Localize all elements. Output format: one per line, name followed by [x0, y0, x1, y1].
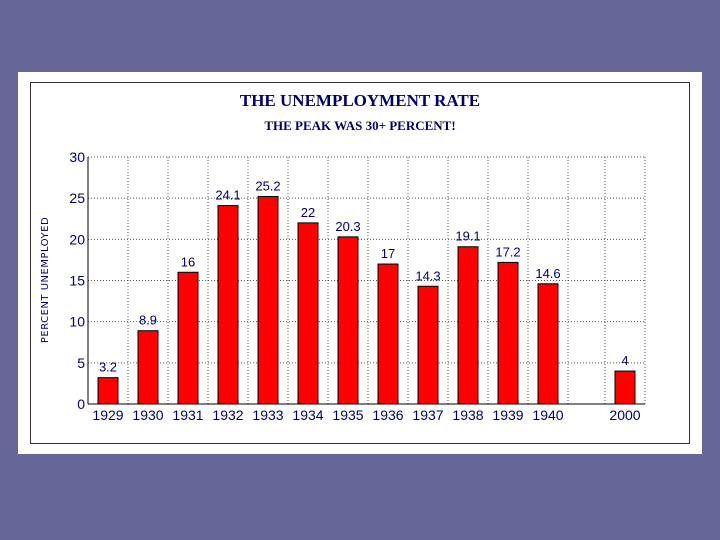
- x-tick-label: 1934: [292, 407, 323, 423]
- bar: [257, 196, 279, 405]
- y-tick-label: 30: [69, 149, 85, 165]
- bar: [537, 283, 559, 405]
- data-label: 17.2: [495, 244, 520, 259]
- bar: [217, 205, 239, 405]
- x-tick-label: 1939: [492, 407, 523, 423]
- x-tick-label: 1940: [532, 407, 563, 423]
- chart-subtitle: THE PEAK WAS 30+ PERCENT!: [264, 118, 456, 133]
- chart-title: THE UNEMPLOYMENT RATE: [239, 91, 481, 110]
- data-label: 4: [621, 353, 628, 368]
- bar: [297, 222, 319, 405]
- data-label: 25.2: [255, 179, 280, 194]
- x-tick-label: 1930: [132, 407, 163, 423]
- y-tick-label: 20: [69, 231, 85, 247]
- x-tick-label: 1929: [92, 407, 123, 423]
- x-tick-label: 1938: [452, 407, 483, 423]
- bar: [457, 246, 479, 405]
- data-label: 22: [301, 205, 315, 220]
- x-tick-label: 2000: [609, 407, 640, 423]
- y-tick-label: 10: [69, 314, 85, 330]
- data-label: 19.1: [455, 229, 480, 244]
- data-label: 14.6: [535, 266, 560, 281]
- bar: [417, 285, 439, 405]
- y-axis-label: PERCENT UNEMPLOYED: [40, 217, 51, 343]
- labels: 0 5 10 15 20 25 30 3.2 1929 8.9 1930 16 1931 24.1 1932…: [69, 149, 640, 423]
- bar: [614, 370, 636, 405]
- data-label: 17: [381, 246, 395, 261]
- bar: [377, 263, 399, 405]
- x-tick-label: 1931: [172, 407, 203, 423]
- y-tick-label: 25: [69, 190, 85, 206]
- y-tick-label: 5: [77, 355, 85, 371]
- bar: [97, 377, 119, 405]
- y-tick-label: 15: [69, 273, 85, 289]
- bar: [337, 236, 359, 405]
- data-label: 16: [181, 254, 195, 269]
- data-label: 14.3: [415, 268, 440, 283]
- bar: [137, 330, 159, 405]
- data-label: 24.1: [215, 188, 240, 203]
- data-label: 3.2: [99, 360, 117, 375]
- x-tick-label: 1933: [252, 407, 283, 423]
- data-label: 20.3: [335, 219, 360, 234]
- bars: [97, 196, 636, 405]
- x-tick-label: 1936: [372, 407, 403, 423]
- data-label: 8.9: [139, 313, 157, 328]
- grid-lines: [88, 156, 646, 404]
- x-tick-label: 1932: [212, 407, 243, 423]
- bar: [177, 271, 199, 405]
- bar: [497, 261, 519, 405]
- x-tick-label: 1937: [412, 407, 443, 423]
- x-tick-label: 1935: [332, 407, 363, 423]
- y-tick-label: 0: [77, 396, 85, 412]
- axes: [87, 157, 645, 405]
